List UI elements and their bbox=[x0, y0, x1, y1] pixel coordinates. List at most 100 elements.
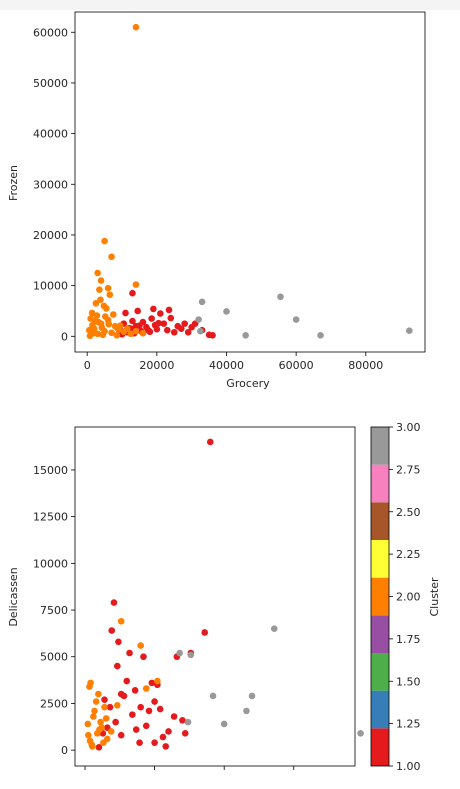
data-point-cluster-3 bbox=[176, 649, 183, 657]
data-point-cluster-1 bbox=[145, 707, 153, 715]
data-point-cluster-2 bbox=[132, 327, 140, 335]
data-point-cluster-2 bbox=[97, 277, 105, 284]
data-point-cluster-1 bbox=[129, 317, 136, 325]
data-point-cluster-2 bbox=[92, 698, 100, 705]
data-point-cluster-2 bbox=[99, 331, 107, 339]
scatter-chart-delicassen: Delicassen Cluster 0 2500 5000 7500 10000 125… bbox=[7, 421, 441, 773]
data-point-cluster-2 bbox=[86, 737, 94, 745]
x-tick-label: 20000 bbox=[139, 359, 174, 372]
data-point-cluster-1 bbox=[144, 326, 152, 334]
data-point-cluster-3 bbox=[242, 331, 249, 339]
y-axis-label: Frozen bbox=[7, 165, 20, 201]
data-point-cluster-1 bbox=[101, 696, 108, 703]
data-point-cluster-2 bbox=[93, 312, 101, 319]
data-point-cluster-2 bbox=[108, 253, 115, 261]
data-point-cluster-2 bbox=[101, 703, 108, 711]
data-point-cluster-3 bbox=[209, 692, 217, 700]
y-tick-label: 2500 bbox=[40, 697, 68, 710]
data-point-cluster-3 bbox=[270, 625, 278, 633]
data-point-cluster-3 bbox=[317, 331, 324, 339]
y-tick-label: 10000 bbox=[33, 557, 68, 570]
data-point-cluster-1 bbox=[150, 305, 157, 313]
data-point-cluster-1 bbox=[155, 319, 162, 327]
data-point-cluster-2 bbox=[100, 739, 107, 746]
data-point-cluster-1 bbox=[123, 677, 131, 685]
data-point-cluster-3 bbox=[195, 316, 202, 323]
data-point-cluster-2 bbox=[127, 330, 135, 338]
plot-frame bbox=[74, 426, 356, 767]
data-point-cluster-3 bbox=[292, 316, 300, 323]
colorbar-label: Cluster bbox=[428, 577, 441, 617]
data-point-cluster-1 bbox=[136, 739, 143, 746]
colorbar-segment bbox=[371, 653, 389, 691]
data-point-cluster-1 bbox=[165, 306, 173, 314]
data-point-cluster-2 bbox=[105, 320, 113, 328]
data-point-cluster-3 bbox=[357, 730, 364, 737]
data-point-cluster-1 bbox=[177, 325, 185, 332]
y-axis-label: Delicassen bbox=[7, 567, 20, 626]
data-point-cluster-2 bbox=[85, 731, 92, 739]
data-point-cluster-2 bbox=[97, 296, 104, 304]
colorbar-segment bbox=[371, 615, 389, 653]
y-tick-label: 12500 bbox=[33, 511, 68, 524]
data-point-cluster-1 bbox=[209, 331, 216, 339]
data-point-cluster-2 bbox=[84, 720, 92, 728]
y-tick-label: 0 bbox=[61, 330, 68, 343]
data-point-cluster-1 bbox=[156, 705, 164, 713]
data-point-cluster-1 bbox=[181, 320, 189, 327]
colorbar-segment bbox=[371, 464, 389, 503]
data-point-cluster-1 bbox=[165, 728, 172, 735]
data-point-cluster-1 bbox=[108, 627, 116, 634]
data-point-cluster-1 bbox=[206, 438, 214, 446]
data-point-cluster-2 bbox=[101, 237, 108, 245]
y-tick-label: 40000 bbox=[33, 128, 68, 141]
colorbar-segment bbox=[371, 540, 389, 578]
data-point-cluster-1 bbox=[162, 743, 170, 750]
data-point-cluster-2 bbox=[132, 23, 140, 31]
x-axis-label: Grocery bbox=[226, 377, 270, 390]
colorbar-tick-label: 2.00 bbox=[396, 591, 421, 604]
data-point-cluster-1 bbox=[160, 320, 168, 327]
data-point-cluster-1 bbox=[148, 679, 156, 687]
notebook-top-strip bbox=[0, 0, 460, 10]
colorbar-tick-label: 2.75 bbox=[396, 463, 421, 476]
data-point-cluster-1 bbox=[151, 739, 158, 746]
colorbar-tick-label: 1.50 bbox=[396, 675, 421, 688]
colorbar-tick-label: 2.25 bbox=[396, 548, 421, 561]
data-point-cluster-1 bbox=[170, 328, 178, 336]
data-point-cluster-2 bbox=[123, 325, 131, 332]
data-point-cluster-1 bbox=[201, 629, 209, 636]
y-tick-label: 15000 bbox=[33, 464, 68, 477]
x-tick-label: 0 bbox=[84, 359, 91, 372]
data-point-cluster-1 bbox=[170, 713, 178, 720]
data-point-cluster-1 bbox=[140, 653, 147, 661]
data-point-cluster-1 bbox=[153, 325, 161, 333]
data-point-cluster-2 bbox=[95, 690, 102, 698]
data-point-cluster-1 bbox=[129, 711, 136, 718]
data-point-cluster-1 bbox=[95, 744, 103, 751]
data-point-cluster-2 bbox=[88, 743, 96, 750]
data-point-cluster-3 bbox=[187, 651, 195, 659]
data-point-cluster-2 bbox=[97, 718, 104, 726]
data-point-cluster-1 bbox=[122, 309, 129, 317]
colorbar-tick-label: 1.75 bbox=[396, 633, 421, 646]
colorbar-tick-label: 1.00 bbox=[396, 760, 421, 773]
data-point-cluster-2 bbox=[117, 617, 125, 625]
data-point-cluster-1 bbox=[151, 698, 158, 705]
data-point-cluster-3 bbox=[243, 707, 250, 715]
data-point-cluster-3 bbox=[277, 293, 284, 301]
data-point-cluster-2 bbox=[94, 269, 101, 277]
data-point-cluster-1 bbox=[136, 322, 143, 329]
data-point-cluster-1 bbox=[131, 687, 139, 694]
data-point-cluster-1 bbox=[117, 690, 125, 698]
colorbar-tick-label: 1.25 bbox=[396, 718, 421, 731]
data-point-cluster-2 bbox=[101, 313, 109, 320]
data-point-cluster-1 bbox=[110, 599, 118, 606]
data-point-cluster-2 bbox=[137, 642, 144, 649]
data-point-cluster-2 bbox=[106, 291, 114, 299]
data-point-cluster-2 bbox=[113, 331, 121, 339]
data-point-cluster-1 bbox=[112, 718, 119, 726]
data-point-cluster-1 bbox=[106, 703, 114, 711]
scatter-chart-frozen-vs-grocery: Frozen Grocery 0 10000 20000 30000 40000 5000… bbox=[7, 11, 426, 390]
y-tick-label: 30000 bbox=[33, 178, 68, 191]
